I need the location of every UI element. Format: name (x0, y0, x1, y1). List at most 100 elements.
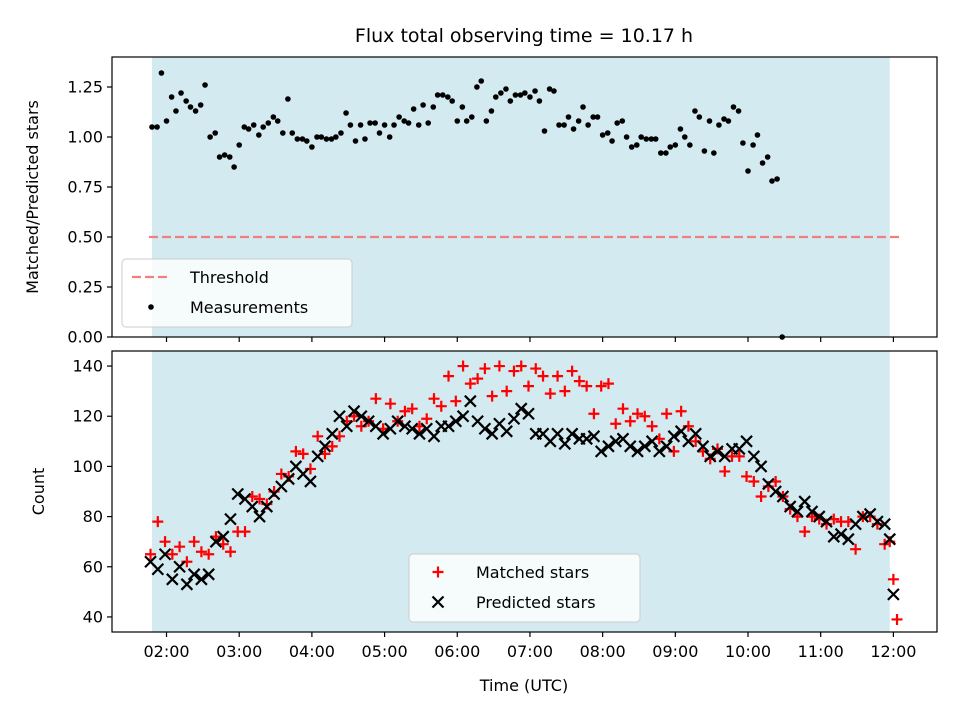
data-point (706, 118, 713, 124)
x-tick-label: 08:00 (580, 642, 626, 661)
data-point (338, 130, 344, 136)
data-point (290, 445, 302, 457)
data-point (430, 104, 437, 110)
data-point (250, 122, 257, 128)
data-point (493, 360, 505, 372)
data-point (299, 136, 306, 142)
data-point (748, 475, 760, 487)
data-point (203, 548, 215, 560)
data-point (541, 128, 548, 134)
data-point (270, 114, 277, 120)
data-point (224, 512, 237, 526)
data-point (590, 114, 596, 120)
data-point (376, 130, 383, 136)
data-point (421, 413, 433, 425)
data-point (661, 408, 673, 420)
data-point (559, 385, 571, 397)
data-point (355, 409, 368, 423)
data-point (488, 108, 495, 114)
data-point (769, 178, 775, 184)
data-point (634, 142, 640, 148)
data-point (333, 134, 339, 140)
data-point (152, 516, 164, 528)
x-tick-label: 06:00 (434, 642, 480, 661)
data-point (663, 150, 669, 156)
data-point (537, 370, 549, 382)
data-point (166, 573, 179, 586)
data-point (457, 360, 469, 372)
data-point (304, 138, 310, 144)
series-matched-stars (145, 360, 903, 625)
x-axis-title: Time (UTC) (479, 676, 568, 695)
data-point (599, 132, 606, 138)
data-point (294, 136, 301, 142)
legend-measurements-label: Measurements (190, 298, 308, 317)
data-point (887, 588, 900, 601)
data-point (486, 390, 498, 402)
y-tick-label: 80 (83, 507, 103, 526)
data-point (464, 394, 477, 408)
data-point (192, 108, 199, 114)
data-point (274, 118, 281, 124)
data-point (667, 144, 674, 150)
data-point (459, 104, 466, 110)
y-tick-label: 100 (72, 457, 103, 476)
data-point (469, 114, 475, 120)
data-point (587, 430, 601, 443)
data-point (581, 380, 593, 392)
data-point (463, 118, 470, 124)
data-point (442, 419, 455, 433)
data-point (209, 535, 223, 548)
data-point (226, 154, 233, 160)
data-point (357, 122, 364, 128)
data-point (677, 126, 684, 132)
data-point (401, 118, 408, 124)
data-point (623, 440, 637, 453)
data-point (522, 380, 534, 392)
data-point (370, 393, 382, 405)
data-point (381, 122, 388, 128)
data-point (472, 373, 484, 385)
data-point (174, 541, 186, 553)
data-point (580, 104, 586, 110)
data-point (544, 388, 556, 400)
data-point (735, 108, 742, 114)
y-tick-label: 1.25 (67, 78, 103, 97)
data-point (660, 440, 673, 453)
data-point (580, 432, 593, 446)
data-point (145, 548, 157, 560)
data-point (347, 122, 354, 128)
data-point (474, 84, 480, 90)
data-point (450, 395, 462, 407)
data-point (318, 440, 332, 453)
data-point (328, 136, 335, 142)
data-point (515, 360, 527, 372)
data-point (367, 120, 373, 126)
x-tick-label: 12:00 (870, 642, 916, 661)
legend-matched-label: Matched stars (476, 563, 589, 582)
data-point (609, 435, 622, 448)
data-point (730, 104, 737, 110)
data-point (260, 500, 274, 513)
data-point (639, 410, 651, 422)
plot-frame (111, 56, 938, 338)
data-point (805, 505, 819, 518)
data-point (638, 440, 652, 453)
legend-box (408, 553, 641, 623)
data-point (711, 445, 724, 458)
data-point (253, 510, 266, 523)
data-point (891, 613, 903, 625)
x-tick-label: 09:00 (652, 642, 698, 661)
data-point (485, 427, 499, 441)
data-point (703, 450, 717, 463)
data-point (604, 130, 611, 136)
data-point (575, 118, 582, 124)
data-point (318, 134, 325, 140)
data-point (774, 176, 780, 182)
data-point (188, 536, 200, 548)
data-point (507, 412, 521, 426)
data-point (754, 460, 768, 473)
x-tick-label: 03:00 (216, 642, 262, 661)
data-point (415, 122, 422, 128)
